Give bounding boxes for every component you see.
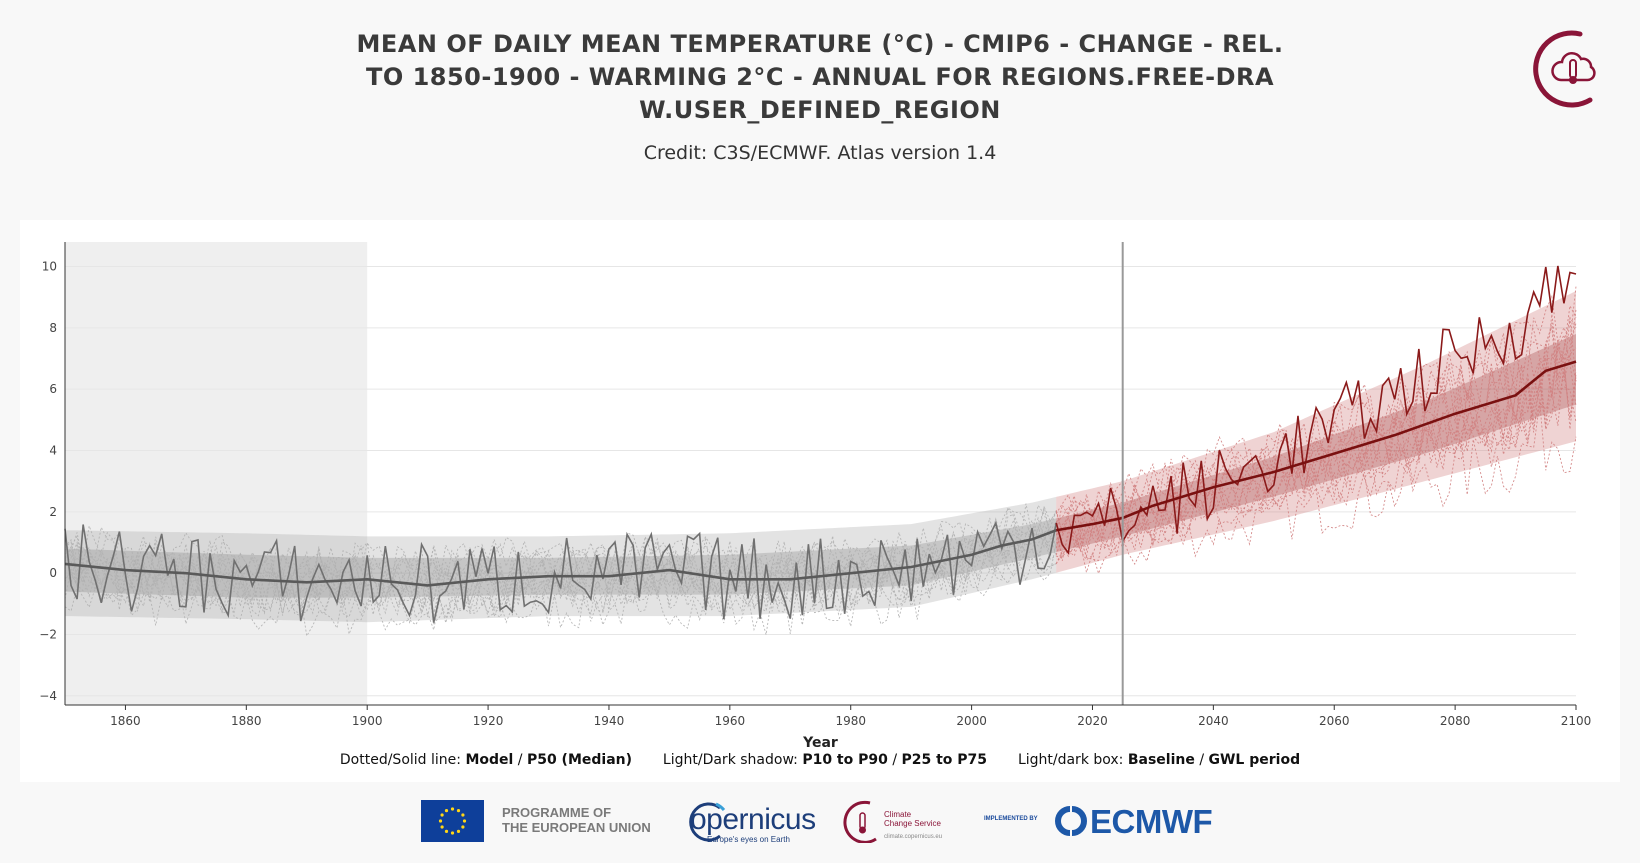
y-tick-label: 2 [49,505,57,519]
model-trace-historical [64,511,1057,603]
ecmwf-symbol-icon [1055,806,1087,836]
x-tick-label: 1900 [352,714,383,728]
model-trace-projection [1055,309,1577,514]
y-tick-label: 6 [49,382,57,396]
model-trace-projection [1055,377,1577,564]
footer-logos: PROGRAMME OF THE EUROPEAN UNION opernicu… [0,795,1640,855]
x-tick-label: 2100 [1561,714,1592,728]
credit-text: Credit: C3S/ECMWF. Atlas version 1.4 [643,142,997,164]
legend-gwl-period: GWL period [1208,752,1301,768]
p10-p90-band-projection [1056,291,1576,573]
model-trace-projection [1056,402,1577,575]
chart-panel: −4 −2 0 2 4 6 8 10 1860 1880 1900 1920 1940 1960 1980 2… [20,220,1620,782]
model-trace-historical [64,531,1057,609]
x-tick-label: 1980 [835,714,866,728]
implemented-by-text: IMPLEMENTED BY [984,816,1038,822]
chart-title-line: W.USER_DEFINED_REGION [639,96,1001,124]
chart-title-line: MEAN OF DAILY MEAN TEMPERATURE (°C) - CM… [356,30,1284,58]
model-trace-historical [64,506,1057,598]
baseline-period-box [65,242,368,705]
model-trace-projection [1055,286,1577,523]
legend-p10-p90: P10 to P90 [802,752,888,768]
legend-baseline: Baseline [1127,752,1195,768]
model-trace-projection [1055,346,1577,555]
x-tick-label: 2080 [1440,714,1471,728]
chart-legend: Dotted/Solid line: Model / P50 (Median) … [0,752,1640,768]
c3s-logo-icon [843,800,877,843]
x-tick-label: 2060 [1319,714,1350,728]
legend-separator: / [892,752,898,768]
legend-box-label: Light/dark box: [1017,752,1124,768]
chart-title-line: TO 1850-1900 - WARMING 2°C - ANNUAL FOR … [365,63,1275,91]
median-line-projection [1056,360,1577,532]
x-tick-label: 1940 [594,714,625,728]
chart-svg: −4 −2 0 2 4 6 8 10 1860 1880 1900 1920 1940 1960 1980 2… [39,242,1592,751]
x-tick-label: 2000 [956,714,987,728]
legend-median: P50 (Median) [526,752,633,768]
y-tick-label: 4 [49,444,57,458]
model-trace-historical [64,510,1057,593]
model-trace-projection [1055,304,1577,535]
chart-title: MEAN OF DAILY MEAN TEMPERATURE (°C) - CM… [300,28,1340,127]
x-tick-label: 2020 [1077,714,1108,728]
model-trace-projection [1055,322,1577,540]
y-tick-label: 10 [42,260,57,274]
legend-shadow-label: Light/Dark shadow: [662,752,798,768]
c3s-url: climate.copernicus.eu [884,834,943,840]
legend-p25-p75: P25 to P75 [901,752,988,768]
model-trace-historical [64,549,1057,625]
y-tick-label: −4 [39,689,57,703]
x-tick-label: 1860 [110,714,141,728]
legend-model: Model [465,752,514,768]
legend-separator: / [1199,752,1205,768]
copernicus-c-icon [689,802,726,842]
x-tick-label: 1880 [231,714,262,728]
x-tick-label: 1960 [715,714,746,728]
model-line-historical [64,520,1058,623]
eu-programme-text: PROGRAMME OF THE EUROPEAN UNION [502,805,651,835]
copernicus-logo-text: opernicus [690,803,816,836]
y-tick-label: 0 [49,566,57,580]
legend-separator: / [517,752,523,768]
y-tick-label: −2 [39,627,57,641]
c3s-logo-text: Climate Change Service [884,810,941,828]
median-line-historical [64,529,1057,587]
model-trace-projection [1055,316,1577,533]
legend-lines-label: Dotted/Solid line: [339,752,461,768]
eu-flag-icon [421,800,484,842]
y-tick-label: 8 [49,321,57,335]
x-tick-label: 2040 [1198,714,1229,728]
copernicus-tagline: Europe's eyes on Earth [707,835,790,844]
x-axis-label: Year [802,735,838,751]
x-tick-label: 1920 [473,714,504,728]
model-trace-projection [1055,356,1577,561]
c3s-thermometer-logo-icon [1533,30,1596,108]
ecmwf-logo-text: ECMWF [1090,803,1213,840]
model-trace-historical [64,503,1057,587]
